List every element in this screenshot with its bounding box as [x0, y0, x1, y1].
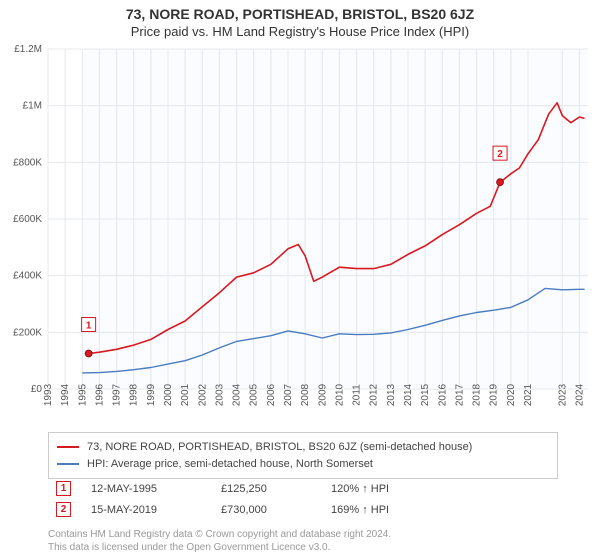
- svg-text:2011: 2011: [352, 384, 363, 406]
- svg-text:2010: 2010: [334, 383, 345, 406]
- svg-text:1997: 1997: [112, 383, 123, 406]
- svg-text:1994: 1994: [60, 383, 71, 406]
- sales-table: 1 12-MAY-1995 £125,250 120% ↑ HPI 2 15-MAY-20…: [48, 478, 558, 520]
- svg-text:2019: 2019: [489, 383, 500, 406]
- footer-attribution: Contains HM Land Registry data © Crown c…: [48, 528, 558, 554]
- chart-container: 73, NORE ROAD, PORTISHEAD, BRISTOL, BS20…: [0, 0, 600, 560]
- svg-text:2008: 2008: [300, 383, 311, 406]
- sale-hpi-pct: 120% ↑ HPI: [331, 483, 441, 495]
- legend: 73, NORE ROAD, PORTISHEAD, BRISTOL, BS20…: [48, 432, 558, 479]
- svg-text:£800K: £800K: [13, 157, 42, 168]
- svg-text:2005: 2005: [249, 383, 260, 406]
- svg-text:1998: 1998: [129, 383, 140, 406]
- sale-row: 2 15-MAY-2019 £730,000 169% ↑ HPI: [48, 499, 558, 520]
- svg-text:2009: 2009: [317, 383, 328, 406]
- svg-text:2017: 2017: [454, 383, 465, 406]
- sale-date: 15-MAY-2019: [91, 504, 201, 516]
- sale-marker-icon: 1: [56, 481, 71, 496]
- legend-swatch: [57, 463, 79, 465]
- svg-text:2001: 2001: [180, 383, 191, 406]
- svg-text:2007: 2007: [283, 383, 294, 406]
- svg-text:2012: 2012: [369, 383, 380, 406]
- sale-date: 12-MAY-1995: [91, 483, 201, 495]
- svg-text:1: 1: [86, 321, 92, 332]
- sale-marker-icon: 2: [56, 502, 71, 517]
- svg-text:2020: 2020: [506, 383, 517, 406]
- sale-row: 1 12-MAY-1995 £125,250 120% ↑ HPI: [48, 478, 558, 499]
- svg-text:2014: 2014: [403, 383, 414, 406]
- svg-text:1999: 1999: [146, 383, 157, 406]
- svg-text:2024: 2024: [574, 383, 585, 406]
- svg-text:2021: 2021: [523, 383, 534, 406]
- svg-text:1995: 1995: [77, 383, 88, 406]
- svg-text:£600K: £600K: [13, 214, 42, 225]
- svg-text:£400K: £400K: [13, 271, 42, 282]
- svg-text:£0: £0: [31, 384, 43, 395]
- svg-text:2016: 2016: [437, 383, 448, 406]
- title-block: 73, NORE ROAD, PORTISHEAD, BRISTOL, BS20…: [0, 0, 600, 39]
- sale-hpi-pct: 169% ↑ HPI: [331, 504, 441, 516]
- svg-text:1996: 1996: [94, 383, 105, 406]
- chart-area: £0 £200K £400K £600K £800K £1M £1.2M 1993 1994 19…: [0, 39, 600, 429]
- legend-item: HPI: Average price, semi-detached house,…: [57, 456, 549, 473]
- svg-text:2023: 2023: [557, 383, 568, 406]
- sale-price: £730,000: [221, 504, 311, 516]
- svg-text:£1M: £1M: [23, 101, 42, 112]
- sale-price: £125,250: [221, 483, 311, 495]
- chart-title: 73, NORE ROAD, PORTISHEAD, BRISTOL, BS20…: [0, 6, 600, 22]
- legend-item: 73, NORE ROAD, PORTISHEAD, BRISTOL, BS20…: [57, 439, 549, 456]
- svg-text:2003: 2003: [214, 383, 225, 406]
- svg-text:2018: 2018: [472, 383, 483, 406]
- footer-line-1: Contains HM Land Registry data © Crown c…: [48, 528, 558, 541]
- legend-swatch: [57, 446, 79, 448]
- footer-line-2: This data is licensed under the Open Gov…: [48, 541, 558, 554]
- svg-text:2002: 2002: [197, 383, 208, 406]
- legend-label: HPI: Average price, semi-detached house,…: [87, 456, 373, 473]
- svg-text:2006: 2006: [266, 383, 277, 406]
- legend-label: 73, NORE ROAD, PORTISHEAD, BRISTOL, BS20…: [87, 439, 472, 456]
- svg-text:2: 2: [497, 149, 503, 160]
- svg-text:£200K: £200K: [13, 327, 42, 338]
- svg-text:2004: 2004: [232, 383, 243, 406]
- svg-text:2013: 2013: [386, 383, 397, 406]
- svg-text:2015: 2015: [420, 383, 431, 406]
- svg-text:1993: 1993: [43, 383, 54, 406]
- line-chart-svg: £0 £200K £400K £600K £800K £1M £1.2M 1993 1994 19…: [0, 39, 600, 429]
- svg-text:2000: 2000: [163, 383, 174, 406]
- chart-subtitle: Price paid vs. HM Land Registry's House …: [0, 24, 600, 39]
- svg-text:£1.2M: £1.2M: [14, 44, 42, 55]
